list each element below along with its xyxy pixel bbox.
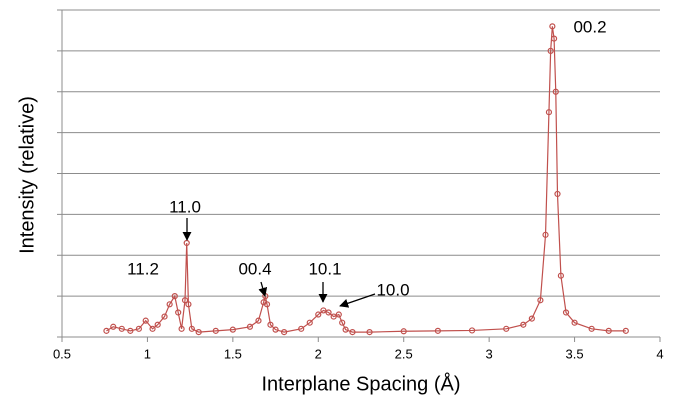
annotation-arrow <box>258 281 268 297</box>
data-point <box>549 23 556 30</box>
data-point <box>349 328 356 336</box>
data-point <box>434 327 441 334</box>
data-point <box>400 328 407 335</box>
data-point <box>330 313 337 320</box>
data-point <box>281 328 288 336</box>
data-point <box>195 328 202 336</box>
data-point <box>520 321 527 328</box>
data-point <box>528 315 535 322</box>
data-point <box>166 301 173 308</box>
data-point <box>272 326 279 333</box>
annotation: 10.1 <box>308 259 341 278</box>
annotation: 00.4 <box>238 259 271 278</box>
data-point <box>306 319 313 326</box>
data-point <box>320 307 327 314</box>
data-point <box>267 321 274 328</box>
data-point <box>342 326 349 333</box>
x-axis-title: Interplane Spacing (Å) <box>261 372 460 395</box>
data-point <box>298 325 305 332</box>
data-point <box>366 328 373 336</box>
data-point <box>315 311 322 318</box>
data-point <box>588 325 595 332</box>
data-point <box>255 317 262 324</box>
annotation: 11.2 <box>127 259 159 278</box>
x-tick-label: 4 <box>656 346 663 361</box>
data-point <box>562 309 570 316</box>
data-point <box>185 301 192 308</box>
data-point <box>188 325 195 332</box>
x-tick-label: 2 <box>315 346 322 361</box>
data-point <box>335 311 342 318</box>
data-point <box>557 272 565 279</box>
data-point <box>181 297 189 304</box>
data-point <box>127 327 134 334</box>
data-point <box>468 327 476 334</box>
data-point <box>571 319 578 326</box>
annotation: 11.0 <box>169 197 201 216</box>
data-point <box>246 323 254 330</box>
x-tick-label: 2.5 <box>395 346 413 361</box>
data-point <box>149 325 156 332</box>
data-point <box>537 297 544 304</box>
data-point <box>161 313 168 320</box>
annotation: 10.0 <box>376 280 409 299</box>
data-point <box>142 317 149 324</box>
data-line <box>106 26 626 333</box>
data-point <box>552 88 559 95</box>
x-tick-label: 1 <box>144 346 151 361</box>
data-point <box>263 301 271 308</box>
data-point <box>547 47 554 54</box>
data-point <box>212 327 219 334</box>
data-point <box>154 321 161 328</box>
x-tick-label: 1.5 <box>224 346 242 361</box>
data-point <box>135 325 142 332</box>
data-point <box>605 327 612 334</box>
data-point <box>339 319 346 326</box>
data-point <box>325 309 332 316</box>
annotation: 00.2 <box>573 17 606 36</box>
y-axis-title: Intensity (relative) <box>16 96 38 254</box>
data-point <box>171 293 178 300</box>
annotation-arrow <box>339 293 376 308</box>
data-point <box>554 190 561 198</box>
data-point <box>545 109 553 116</box>
data-point <box>178 325 185 332</box>
data-point <box>622 327 629 334</box>
x-tick-label: 3.5 <box>566 346 584 361</box>
data-point <box>503 325 510 332</box>
data-point <box>175 309 182 316</box>
data-point <box>110 323 117 330</box>
data-point <box>118 325 125 332</box>
data-point <box>229 326 236 333</box>
data-point <box>550 35 558 42</box>
data-point <box>542 231 549 238</box>
data-point <box>103 327 110 334</box>
x-tick-label: 3 <box>486 346 493 361</box>
x-tick-label: 0.5 <box>53 346 71 361</box>
